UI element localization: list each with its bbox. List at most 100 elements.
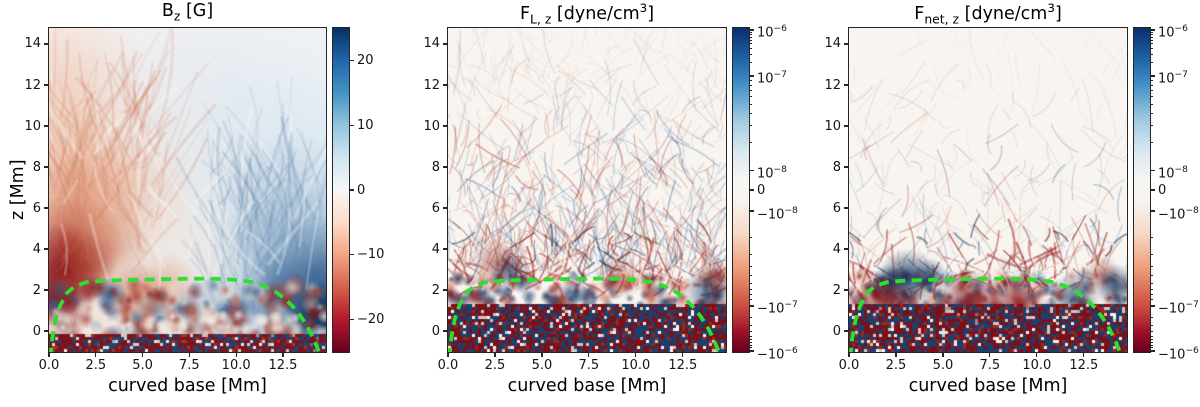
colorbar-minor-tick	[750, 288, 753, 290]
x-tick-label: 2.5	[885, 358, 907, 373]
colorbar-minor-tick	[750, 90, 753, 92]
x-tick-mark	[282, 353, 284, 357]
colorbar-minor-tick	[750, 347, 753, 349]
panel-bz: Bz [G] z [Mm] 0.0 2.5 5.0 7.5 10.0 12.5 0 2 4 6 8 1…	[8, 0, 384, 407]
colorbar-tick-mark	[350, 59, 354, 61]
text-sup: −8	[1185, 205, 1199, 216]
colorbar-tick-mark	[350, 319, 354, 321]
colorbar-tick-mark	[1151, 189, 1155, 191]
x-tick-label: 7.5	[979, 358, 1001, 373]
x-tick-mark	[1083, 353, 1085, 357]
x-tick-mark	[235, 353, 237, 357]
colorbar-tick-label: 10−8	[1158, 162, 1188, 182]
colorbar-minor-tick	[750, 335, 753, 337]
colorbar-minor-tick	[1151, 79, 1154, 81]
colorbar-minor-tick	[750, 96, 753, 98]
colorbar-tick-mark	[750, 189, 754, 191]
colorbar-minor-tick	[1151, 294, 1154, 296]
y-tick-label: 14	[824, 36, 841, 52]
text: 10	[1158, 166, 1175, 182]
colorbar-minor-tick	[750, 299, 753, 301]
heatmap-plot-bz	[48, 27, 327, 353]
colorbar-minor-tick	[750, 124, 753, 126]
panel-title-bz: Bz [G]	[18, 1, 357, 25]
text: 0	[357, 182, 366, 198]
colorbar-tick-mark	[750, 305, 754, 307]
x-tick-mark	[848, 353, 850, 357]
colorbar-minor-tick	[1151, 288, 1154, 290]
colorbar-tick-label: −10−6	[1158, 343, 1199, 363]
colorbar-bz: 20 10 0 −10 −20	[332, 27, 384, 353]
colorbar-minor-tick	[1151, 347, 1154, 349]
colorbar-minor-tick	[750, 39, 753, 41]
colorbar-tick-mark	[750, 169, 754, 172]
y-tick-label: 10	[423, 118, 440, 134]
colorbar-minor-tick	[1151, 103, 1154, 105]
colorbar-tick-label: −10−8	[1158, 203, 1199, 223]
colorbar-minor-tick	[750, 113, 753, 115]
x-tick-mark	[895, 353, 897, 357]
colorbar-minor-tick	[1151, 335, 1154, 337]
text-sub: net, z	[924, 11, 960, 27]
colorbar-minor-tick	[1151, 84, 1154, 86]
text: F	[519, 3, 531, 24]
x-tick-label: 2.5	[85, 358, 107, 373]
heatmap-plot-fnetz	[848, 27, 1128, 353]
panel-fnetz: Fnet, z [dyne/cm3] 0.0 2.5 5.0 7.5 10.0 12.5 0…	[824, 0, 1198, 407]
colorbar-minor-tick	[750, 345, 753, 347]
colorbar-tick-mark	[350, 254, 354, 256]
y-tick-label: 12	[824, 77, 841, 93]
green-dashed-contour	[49, 276, 321, 352]
colorbar-ticks-bz: 20 10 0 −10 −20	[332, 27, 384, 353]
x-axis-label: curved base [Mm]	[108, 376, 267, 396]
colorbar-tick-mark	[750, 29, 754, 31]
colorbar-minor-tick	[1151, 265, 1154, 267]
text: [dyne/cm	[959, 3, 1048, 24]
colorbar-tick-label: 10−7	[757, 67, 787, 87]
x-tick-label: 10.0	[221, 358, 251, 373]
y-tick-label: 2	[431, 282, 440, 298]
x-tick-label: 0.0	[838, 358, 860, 373]
x-tick-mark	[942, 353, 944, 357]
text: ]	[1054, 3, 1062, 24]
text: F	[914, 3, 925, 24]
colorbar-minor-tick	[750, 103, 753, 105]
green-dashed-contour-path	[448, 276, 721, 352]
colorbar-tick-label: 10−6	[757, 21, 787, 41]
text-sup: −6	[1185, 345, 1199, 356]
text-sup: −8	[1174, 165, 1188, 176]
colorbar-minor-tick	[750, 141, 753, 143]
colorbar-tick-label: 0	[757, 182, 765, 199]
text-sup: −7	[773, 70, 787, 81]
text-sup: −7	[1174, 70, 1188, 81]
colorbar-tick-label: −10−7	[1158, 297, 1199, 317]
y-tick-label: 6	[431, 200, 440, 216]
text-sup: −6	[784, 345, 798, 356]
colorbar-tick-label: 10−8	[757, 162, 787, 182]
heatmap-canvas-flz	[448, 28, 726, 352]
x-tick-label: 0.0	[437, 358, 459, 373]
text: −10	[757, 301, 785, 317]
colorbar-gradient-fnetz	[1133, 27, 1151, 353]
heatmap-canvas-fnetz	[849, 28, 1127, 352]
colorbar-minor-tick	[750, 61, 753, 63]
y-tick-label: 0	[832, 323, 841, 339]
colorbar-fnetz: 10−6 10−7 10−8 0 −10−8 −10−7 −10−6	[1133, 24, 1199, 362]
x-tick-mark	[95, 353, 97, 357]
colorbar-minor-tick	[750, 265, 753, 267]
x-tick-mark	[541, 353, 543, 357]
x-tick-mark	[494, 353, 496, 357]
colorbar-minor-tick	[1151, 345, 1154, 347]
colorbar-minor-tick	[1151, 113, 1154, 115]
colorbar-minor-tick	[1151, 317, 1154, 319]
green-dashed-contour-path	[849, 276, 1122, 352]
x-tick-mark	[989, 353, 991, 357]
colorbar-minor-tick	[1151, 325, 1154, 327]
x-tick-label: 7.5	[179, 358, 200, 373]
colorbar-tick-label: −10−8	[757, 203, 798, 223]
colorbar-minor-tick	[750, 36, 753, 38]
colorbar-tick-label: 0	[357, 182, 365, 199]
colorbar-minor-tick	[750, 317, 753, 319]
x-axis-label: curved base [Mm]	[507, 376, 667, 396]
